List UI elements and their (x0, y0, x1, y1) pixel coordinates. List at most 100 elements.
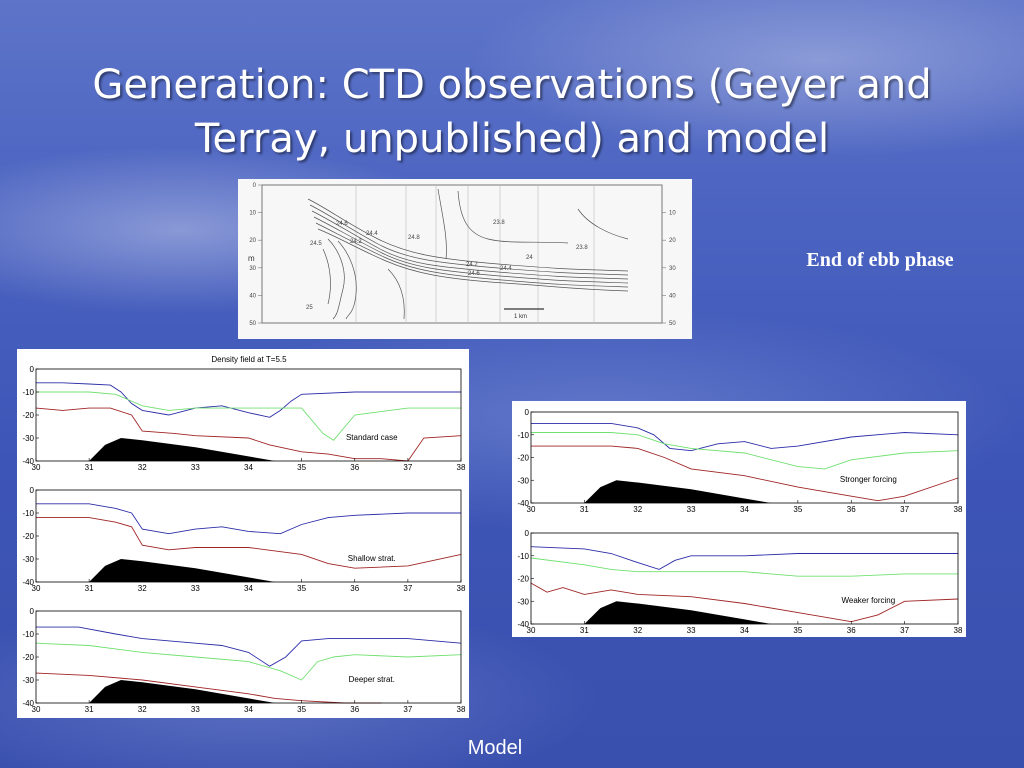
x-tick-label: 30 (32, 463, 41, 472)
x-tick-label: 34 (244, 463, 253, 472)
chart-annotation: Stronger forcing (840, 475, 897, 484)
contour-label: 24.4 (366, 231, 378, 237)
x-tick-label: 33 (191, 705, 200, 714)
y-tick-label: -10 (22, 630, 34, 639)
x-tick-label: 36 (350, 584, 359, 593)
topography-fill (89, 680, 276, 703)
x-tick-label: 37 (900, 505, 909, 514)
obs-ytick-label: 50 (249, 321, 256, 327)
x-tick-label: 34 (244, 705, 253, 714)
y-tick-label: -30 (22, 555, 34, 564)
y-tick-label: -20 (22, 653, 34, 662)
series-line-2 (35, 407, 462, 462)
obs-vertical-gridlines (355, 185, 595, 323)
chart-weaker-forcing: 30 31 32 33 34 35 36 37 38 0 -10 -20 -30 -40 Weaker fo… (517, 529, 963, 635)
x-tick-label: 32 (633, 626, 642, 635)
series-line-0 (36, 503, 461, 535)
x-tick-label: 36 (350, 463, 359, 472)
obs-yticks-right: 10 20 30 40 50 (662, 211, 676, 327)
ctd-observation-figure: m 0 10 20 30 40 50 10 20 30 40 50 (238, 179, 692, 339)
x-tick-label: 37 (403, 584, 412, 593)
chart-annotation: Weaker forcing (842, 596, 896, 605)
chart-stronger-forcing: 30 31 32 33 34 35 36 37 38 0 -10 -20 -30 -40 Stronger … (517, 408, 963, 514)
model-figure-left: Density field at T=5.5 30 31 32 33 34 35 36 37 3… (17, 349, 469, 718)
series-line-1 (36, 391, 461, 441)
plot-frame (530, 532, 959, 625)
y-tick-label: 0 (525, 529, 530, 538)
x-tick-label: 31 (85, 705, 94, 714)
contour-label: 24.2 (350, 239, 362, 245)
x-tick-label: 32 (138, 463, 147, 472)
model-plots-left: Density field at T=5.5 30 31 32 33 34 35 36 37 3… (22, 355, 466, 714)
topography-fill (584, 480, 772, 503)
plot-frame (35, 368, 462, 462)
x-tick-label: 30 (32, 705, 41, 714)
y-tick-label: -10 (517, 431, 529, 440)
x-tick-label: 32 (138, 584, 147, 593)
x-tick-label: 35 (793, 505, 802, 514)
y-tick-label: -30 (517, 597, 529, 606)
contour-label: 25 (306, 305, 313, 311)
series-line-1 (35, 642, 462, 681)
x-tick-label: 38 (457, 705, 466, 714)
obs-ylabel: m (248, 254, 255, 263)
x-tick-label: 38 (457, 584, 466, 593)
chart-standard-case: 30 31 32 33 34 35 36 37 38 0 -10 -20 -30 -40 Standard … (22, 365, 466, 472)
series-line-2 (530, 582, 959, 623)
y-tick-label: -20 (22, 532, 34, 541)
x-tick-label: 35 (793, 626, 802, 635)
topography-fill (89, 559, 276, 582)
x-tick-label: 33 (191, 584, 200, 593)
y-tick-label: 0 (30, 365, 35, 374)
obs-ytick-right-label: 10 (669, 211, 676, 217)
plot-frame (35, 489, 462, 583)
x-tick-label: 36 (847, 626, 856, 635)
contour-label: 24 (526, 255, 533, 261)
footer-label: Model (467, 737, 523, 759)
x-tick-label: 32 (138, 705, 147, 714)
x-tick-label: 31 (85, 463, 94, 472)
obs-contour-lines (307, 188, 629, 320)
y-tick-label: 0 (30, 486, 35, 495)
y-tick-label: -40 (22, 578, 34, 587)
obs-ytick-label: 0 (253, 183, 257, 189)
y-tick-label: -20 (517, 575, 529, 584)
series-line-1 (530, 557, 958, 577)
contour-label: 24.4 (500, 266, 512, 272)
y-tick-label: -30 (22, 676, 34, 685)
x-tick-label: 35 (297, 705, 306, 714)
x-tick-label: 31 (580, 505, 589, 514)
y-tick-label: 0 (525, 408, 530, 417)
obs-contour-labels: 23.8 23.8 24 24.2 24.4 24.6 24.8 25 24.5… (306, 220, 588, 311)
x-tick-label: 35 (297, 463, 306, 472)
chart-deeper-strat: 30 31 32 33 34 35 36 37 38 0 -10 -20 -30 -40 Deeper st… (22, 607, 466, 714)
x-tick-label: 33 (687, 626, 696, 635)
x-tick-label: 36 (350, 705, 359, 714)
series-line-0 (530, 546, 958, 570)
x-tick-label: 31 (580, 626, 589, 635)
y-tick-label: -20 (22, 411, 34, 420)
y-tick-label: -40 (517, 620, 529, 629)
obs-ytick-right-label: 40 (669, 293, 676, 299)
topography-fill (89, 438, 276, 461)
series-line-0 (36, 382, 461, 418)
y-tick-label: -30 (517, 476, 529, 485)
topography-fill (584, 601, 772, 624)
contour-label: 24.8 (408, 235, 420, 241)
obs-ytick-label: 20 (249, 238, 256, 244)
series-line-2 (35, 672, 382, 704)
obs-ytick-label: 30 (249, 266, 256, 272)
contour-label: 24.5 (310, 241, 322, 247)
series-line-0 (36, 626, 462, 667)
x-tick-label: 37 (403, 705, 412, 714)
obs-ytick-right-label: 20 (669, 238, 676, 244)
chart-annotation: Shallow strat. (348, 554, 396, 563)
scale-bar-label: 1 km (514, 314, 527, 320)
x-tick-label: 30 (527, 505, 536, 514)
x-tick-label: 30 (32, 584, 41, 593)
obs-ytick-right-label: 50 (669, 321, 676, 327)
x-tick-label: 37 (403, 463, 412, 472)
contour-label: 23.8 (576, 245, 588, 251)
x-tick-label: 33 (191, 463, 200, 472)
x-tick-label: 35 (297, 584, 306, 593)
